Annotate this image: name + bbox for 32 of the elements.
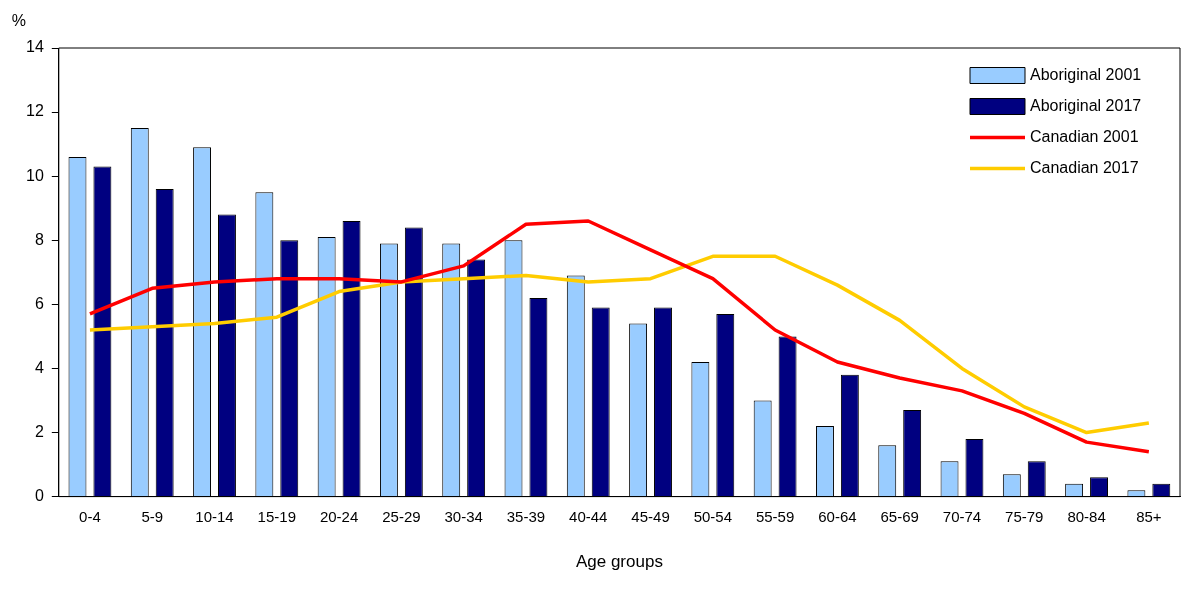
x-tick-label: 25-29 xyxy=(382,507,421,525)
x-tick-label: 65-69 xyxy=(880,507,919,525)
x-tick-label: 10-14 xyxy=(195,507,234,525)
x-tick-label: 70-74 xyxy=(942,507,982,525)
x-tick-label: 85+ xyxy=(1136,507,1162,525)
x-tick-label: 30-34 xyxy=(444,507,483,525)
y-axis-title: % xyxy=(11,12,26,30)
x-tick-label: 5-9 xyxy=(141,507,164,525)
y-tick-label: 12 xyxy=(26,102,44,120)
y-tick-label: 6 xyxy=(34,294,44,312)
y-tick-label: 10 xyxy=(26,166,44,184)
x-tick-label: 55-59 xyxy=(755,507,795,525)
legend-label: Canadian 2001 xyxy=(1030,127,1139,145)
x-tick-label: 40-44 xyxy=(569,507,608,525)
legend-label: Aboriginal 2017 xyxy=(1030,96,1142,114)
x-tick-label: 45-49 xyxy=(631,507,670,525)
x-tick-label: 35-39 xyxy=(506,507,546,525)
y-tick-label: 0 xyxy=(34,487,44,505)
legend-label: Aboriginal 2001 xyxy=(1030,65,1142,83)
x-tick-label: 50-54 xyxy=(693,507,733,525)
x-tick-label: 0-4 xyxy=(79,507,101,525)
x-tick-label: 80-84 xyxy=(1067,507,1106,525)
x-tick-label: 60-64 xyxy=(818,507,857,525)
y-tick-label: 8 xyxy=(34,230,44,248)
x-tick-label: 20-24 xyxy=(319,507,359,525)
x-tick-label: 75-79 xyxy=(1005,507,1044,525)
y-tick-label: 14 xyxy=(26,38,44,56)
y-tick-label: 2 xyxy=(34,422,44,440)
y-tick-label: 4 xyxy=(34,358,44,376)
legend-label: Canadian 2017 xyxy=(1030,158,1139,176)
x-axis-title: Age groups xyxy=(575,552,663,572)
x-tick-label: 15-19 xyxy=(257,507,296,525)
